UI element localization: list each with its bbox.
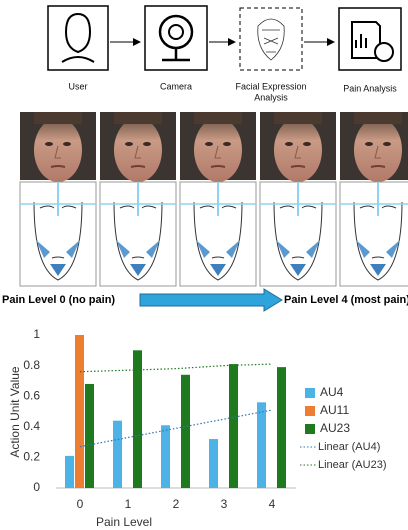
bar [65,456,74,488]
legend-label: AU11 [320,403,349,417]
face-photo [180,112,256,182]
legend-label: Linear (AU23) [318,459,386,471]
step-label: Camera [160,81,192,91]
bar [161,425,170,488]
face-sketch [340,182,408,286]
scale-arrow [140,289,282,311]
face-photo [340,112,408,182]
user-icon-box [48,6,108,70]
legend-label: AU23 [320,421,350,435]
x-tick-label: 0 [77,497,84,511]
legend-label: AU4 [320,385,344,399]
bar [277,367,286,488]
face-sketch [100,182,176,286]
bar [133,350,142,488]
legend-label: Linear (AU4) [318,441,380,453]
bar [181,375,190,488]
scale-end: Pain Level 4 (most pain) [284,294,408,306]
legend-swatch [305,388,315,398]
y-tick-label: 0.2 [23,450,40,464]
analysis-icon-box [240,8,302,70]
y-axis-label: Action Unit Value [8,366,22,457]
pipeline: User Camera Facial Expression Analysis P… [48,6,401,102]
face-photo [100,112,176,182]
y-tick-label: 0.4 [23,419,40,433]
step-label: Analysis [254,92,288,102]
y-tick-label: 0 [33,480,40,494]
face-photo [260,112,336,182]
faces [20,112,408,286]
trendline [80,410,272,447]
x-axis-label: Pain Level [96,515,152,529]
legend-swatch [305,406,315,416]
bar [85,384,94,488]
bar [229,364,238,488]
scale-start: Pain Level 0 (no pain) [2,294,115,306]
x-tick-label: 1 [125,497,132,511]
face-sketch [20,182,96,286]
x-tick-label: 4 [269,497,276,511]
legend-swatch [305,424,315,434]
y-tick-label: 1 [33,327,40,341]
bar [113,421,122,488]
pie-icon [375,43,393,61]
bar [209,439,218,488]
step-label: Facial Expression [235,81,306,91]
face-sketch [260,182,336,286]
pain-icon-box [339,8,401,70]
step-label: User [68,81,87,91]
x-tick-label: 2 [173,497,180,511]
x-tick-label: 3 [221,497,228,511]
face-photo [20,112,96,182]
face-sketch [180,182,256,286]
figure: User Camera Facial Expression Analysis P… [0,0,408,530]
bar [75,335,84,488]
y-tick-label: 0.8 [23,358,40,372]
trendline [80,364,272,372]
bar [257,402,266,488]
y-tick-label: 0.6 [23,388,40,402]
step-label: Pain Analysis [343,83,397,93]
